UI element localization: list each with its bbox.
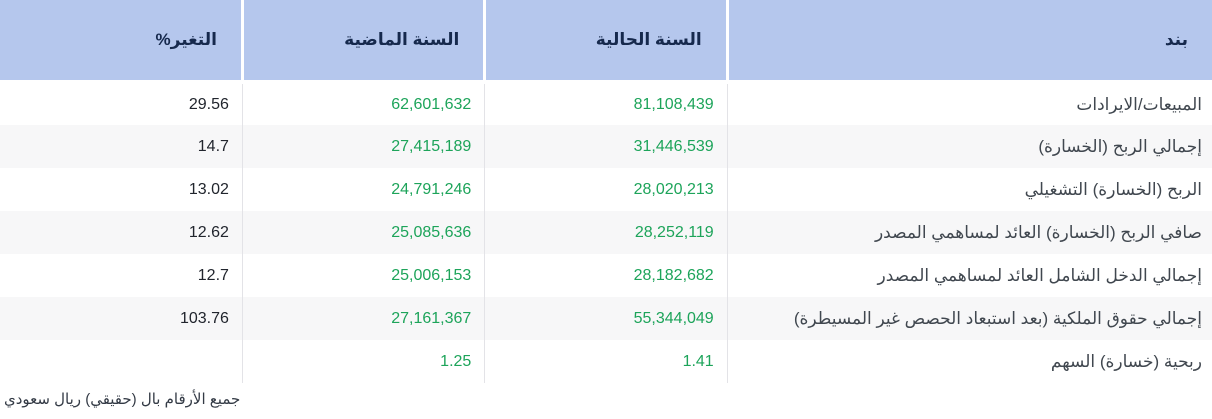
previous-year-value: 62,601,632 [242, 82, 486, 125]
column-header-change-pct: التغير% [0, 0, 244, 84]
previous-year-value: 25,006,153 [242, 254, 486, 297]
header-row: بند السنة الحالية السنة الماضية التغير% [0, 0, 1212, 84]
current-year-value: 81,108,439 [484, 82, 728, 125]
row-item-label: المبيعات/الايرادات [1076, 94, 1202, 114]
row-item-label: إجمالي الربح (الخسارة) [1038, 136, 1202, 156]
table-row: ربحية (خسارة) السهم 1.41 1.25 [0, 340, 1212, 383]
column-header-previous-year: السنة الماضية [242, 0, 487, 84]
current-year-value: 31,446,539 [484, 125, 728, 168]
current-year-value: 28,252,119 [484, 211, 728, 254]
row-item-label: إجمالي الدخل الشامل العائد لمساهمي المصد… [877, 265, 1202, 285]
current-year-value: 1.41 [484, 340, 728, 383]
previous-year-value: 25,085,636 [242, 211, 486, 254]
table-row: إجمالي الربح (الخسارة) 31,446,539 27,415… [0, 125, 1212, 168]
table-row: المبيعات/الايرادات 81,108,439 62,601,632… [0, 82, 1212, 125]
row-item-label: الربح (الخسارة) التشغيلي [1024, 179, 1202, 199]
change-percent-value: 13.02 [0, 168, 243, 211]
table-row: إجمالي حقوق الملكية (بعد استبعاد الحصص غ… [0, 297, 1212, 340]
table-row: الربح (الخسارة) التشغيلي 28,020,213 24,7… [0, 168, 1212, 211]
column-header-current-year: السنة الحالية [484, 0, 729, 84]
current-year-value: 28,020,213 [484, 168, 728, 211]
row-item-label: صافي الربح (الخسارة) العائد لمساهمي المص… [874, 222, 1202, 242]
column-header-item: بند [727, 0, 1212, 84]
previous-year-value: 27,161,367 [242, 297, 486, 340]
change-percent-value: 29.56 [0, 82, 243, 125]
current-year-value: 28,182,682 [484, 254, 728, 297]
current-year-value: 55,344,049 [484, 297, 728, 340]
change-percent-value: 12.7 [0, 254, 243, 297]
previous-year-value: 27,415,189 [242, 125, 486, 168]
previous-year-value: 1.25 [242, 340, 486, 383]
change-percent-value [0, 340, 243, 383]
change-percent-value: 14.7 [0, 125, 243, 168]
table-body: المبيعات/الايرادات 81,108,439 62,601,632… [0, 82, 1212, 383]
change-percent-value: 103.76 [0, 297, 243, 340]
table-header: بند السنة الحالية السنة الماضية التغير% [0, 0, 1212, 84]
table-row: صافي الربح (الخسارة) العائد لمساهمي المص… [0, 211, 1212, 254]
change-percent-value: 12.62 [0, 211, 243, 254]
row-item-label: ربحية (خسارة) السهم [1050, 351, 1202, 371]
row-item-label: إجمالي حقوق الملكية (بعد استبعاد الحصص غ… [793, 308, 1202, 328]
previous-year-value: 24,791,246 [242, 168, 486, 211]
table-row: إجمالي الدخل الشامل العائد لمساهمي المصد… [0, 254, 1212, 297]
financial-summary-widget: بند السنة الحالية السنة الماضية التغير% … [0, 0, 1212, 408]
currency-note: جميع الأرقام بال (حقيقي) ريال سعودي [4, 391, 241, 408]
financials-table: بند السنة الحالية السنة الماضية التغير% … [0, 0, 1212, 383]
